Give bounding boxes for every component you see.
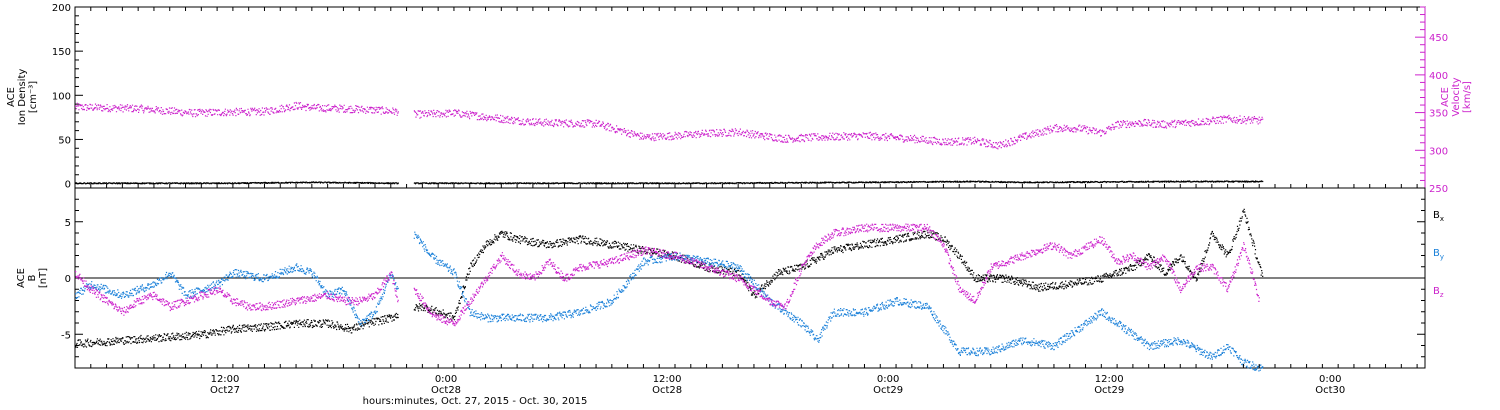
x-tick-date: Oct30 bbox=[1315, 385, 1345, 396]
x-tick-date: Oct29 bbox=[1094, 385, 1124, 396]
x-axis-title: hours:minutes, Oct. 27, 2015 - Oct. 30, … bbox=[363, 396, 588, 407]
top-right-ylabel-line: ACE bbox=[1440, 87, 1451, 107]
series-Bz bbox=[75, 223, 1260, 327]
series-Bx bbox=[75, 208, 1264, 348]
top-left-ylabel-line: Ion Density bbox=[17, 69, 28, 126]
time-axis: 12:00Oct270:00Oct2812:00Oct280:00Oct2912… bbox=[74, 7, 1418, 396]
right-ytick-label: 450 bbox=[1429, 33, 1448, 44]
left-ytick-label: 0 bbox=[65, 180, 71, 191]
x-tick-date: Oct28 bbox=[652, 385, 682, 396]
velocity-series-points bbox=[75, 101, 1264, 150]
x-tick-time: 0:00 bbox=[435, 374, 457, 385]
velocity-series bbox=[75, 101, 1264, 150]
legend-Bz: Bz bbox=[1433, 286, 1444, 299]
x-tick-time: 12:00 bbox=[211, 374, 240, 385]
bottom-ytick-label: 5 bbox=[65, 218, 71, 229]
legend-By: By bbox=[1433, 248, 1444, 261]
bottom-panel-magnetic-field: -5 0 5 ACE B [nT] Bx By Bz bbox=[16, 187, 1444, 372]
left-ytick-label: 100 bbox=[52, 91, 71, 102]
bottom-ylabel-line: ACE bbox=[16, 268, 27, 288]
x-tick-time: 0:00 bbox=[1319, 374, 1341, 385]
bottom-ylabel-line: B bbox=[27, 274, 38, 281]
x-tick-date: Oct27 bbox=[210, 385, 240, 396]
density-series bbox=[75, 180, 1264, 185]
bottom-ylabel-line: [nT] bbox=[38, 268, 49, 288]
top-right-ylabel-line: Velocity bbox=[1451, 77, 1462, 116]
series-By bbox=[75, 231, 1264, 372]
top-left-ylabel-line: [cm⁻³] bbox=[28, 81, 39, 113]
left-ytick-label: 150 bbox=[52, 47, 71, 58]
x-tick-date: Oct28 bbox=[431, 385, 461, 396]
top-panel-frame bbox=[74, 6, 1426, 189]
x-tick-time: 0:00 bbox=[877, 374, 899, 385]
series-Bz-points bbox=[75, 223, 1260, 327]
right-ytick-label: 300 bbox=[1429, 146, 1448, 157]
bottom-ytick-label: -5 bbox=[61, 330, 71, 341]
x-tick-time: 12:00 bbox=[653, 374, 682, 385]
x-tick-date: Oct29 bbox=[873, 385, 903, 396]
left-ytick-label: 200 bbox=[52, 3, 71, 14]
x-tick-time: 12:00 bbox=[1095, 374, 1124, 385]
legend-Bx: Bx bbox=[1433, 210, 1444, 223]
series-Bx-points bbox=[75, 208, 1264, 348]
right-ytick-label: 400 bbox=[1429, 71, 1448, 82]
density-series-points bbox=[75, 180, 1264, 185]
top-right-ylabel-line: [km/s] bbox=[1462, 81, 1473, 113]
bottom-ytick-label: 0 bbox=[65, 274, 71, 285]
top-left-ylabel-line: ACE bbox=[6, 87, 17, 107]
right-ytick-label: 350 bbox=[1429, 109, 1448, 120]
right-ytick-label: 250 bbox=[1429, 184, 1448, 195]
left-ytick-label: 50 bbox=[58, 135, 71, 146]
series-By-points bbox=[75, 231, 1264, 372]
